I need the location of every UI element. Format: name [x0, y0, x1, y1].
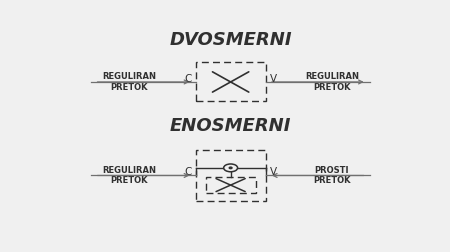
Text: DVOSMERNI: DVOSMERNI: [169, 31, 292, 49]
Circle shape: [224, 164, 238, 172]
Text: PRETOK: PRETOK: [313, 176, 351, 184]
Text: C: C: [184, 167, 192, 176]
Text: REGULIRAN: REGULIRAN: [103, 165, 157, 174]
Bar: [196, 150, 266, 201]
Bar: [206, 178, 256, 193]
Circle shape: [229, 167, 232, 169]
Text: ENOSMERNI: ENOSMERNI: [170, 116, 292, 134]
Text: REGULIRAN: REGULIRAN: [305, 72, 359, 81]
Text: V: V: [270, 167, 277, 176]
Text: PROSTI: PROSTI: [315, 165, 349, 174]
Text: V: V: [270, 73, 277, 83]
Text: PRETOK: PRETOK: [111, 82, 148, 91]
Text: C: C: [184, 73, 192, 83]
Bar: [196, 63, 266, 102]
Text: PRETOK: PRETOK: [313, 82, 351, 91]
Text: PRETOK: PRETOK: [111, 176, 148, 184]
Text: REGULIRAN: REGULIRAN: [103, 72, 157, 81]
